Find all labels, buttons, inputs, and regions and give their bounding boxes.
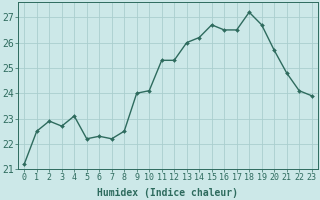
X-axis label: Humidex (Indice chaleur): Humidex (Indice chaleur) [98,188,238,198]
